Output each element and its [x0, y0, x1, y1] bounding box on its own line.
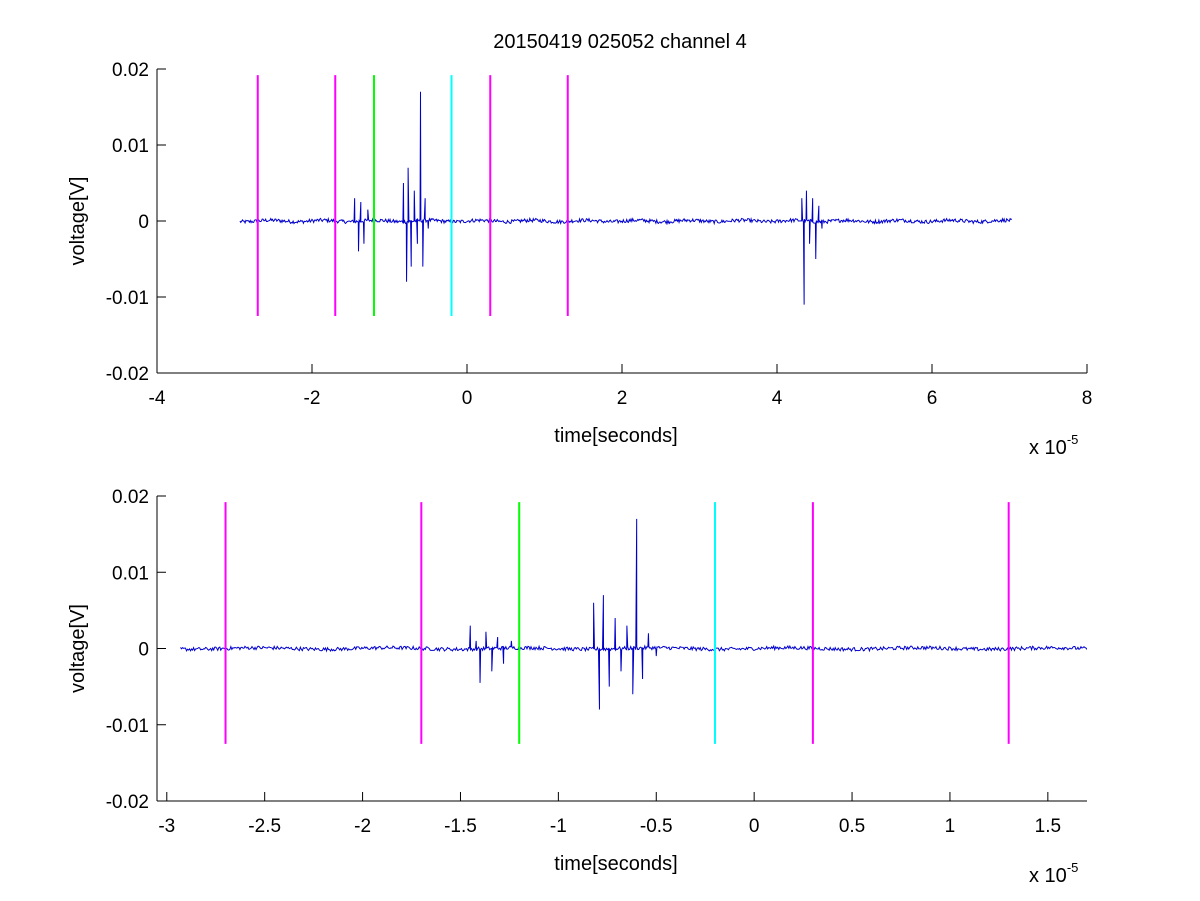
x-tick-label: -1.5 — [444, 816, 477, 837]
x-exponent-prefix: x 10 — [1029, 437, 1067, 459]
y-tick-label: 0.01 — [112, 563, 149, 584]
y-axis-label: voltage[V] — [67, 604, 89, 693]
x-tick-label: 0 — [462, 388, 473, 409]
y-axis-label: voltage[V] — [67, 177, 89, 266]
y-tick-label: -0.02 — [106, 364, 149, 385]
y-tick-label: 0 — [138, 640, 149, 661]
x-exponent-prefix: x 10 — [1029, 865, 1067, 887]
x-tick-label: -4 — [149, 388, 166, 409]
x-exponent-power: -5 — [1067, 432, 1079, 447]
y-tick-label: -0.01 — [106, 716, 149, 737]
x-tick-label: 4 — [772, 388, 783, 409]
x-tick-label: 1 — [945, 816, 956, 837]
x-exponent-power: -5 — [1067, 860, 1079, 875]
x-tick-label: -2.5 — [248, 816, 281, 837]
x-tick-label: -2 — [354, 816, 371, 837]
signal-trace — [239, 91, 1013, 305]
x-tick-label: 0.5 — [839, 816, 865, 837]
y-tick-label: -0.01 — [106, 288, 149, 309]
x-tick-label: -1 — [550, 816, 567, 837]
y-tick-label: 0.01 — [112, 136, 149, 157]
top-axes: -0.02 -0.01 0 0.01 0.02 -4 -2 0 2 4 6 8 time[seconds… — [67, 60, 1092, 459]
x-axis-label: time[seconds] — [554, 853, 677, 875]
x-tick-label: 8 — [1082, 388, 1093, 409]
x-exponent-label: x 10-5 — [1029, 860, 1078, 887]
bottom-axes: -0.02 -0.01 0 0.01 0.02 -3 -2.5 -2 -1.5 -1 -0.5 0 0.… — [67, 487, 1087, 887]
y-tick-label: -0.02 — [106, 792, 149, 813]
x-exponent-label: x 10-5 — [1029, 432, 1078, 459]
y-tick-label: 0.02 — [112, 60, 149, 81]
x-axis-label: time[seconds] — [554, 425, 677, 447]
figure-title: 20150419 025052 channel 4 — [493, 31, 747, 53]
x-tick-label: 6 — [927, 388, 938, 409]
x-tick-label: -2 — [304, 388, 321, 409]
y-tick-label: 0 — [138, 212, 149, 233]
x-tick-label: 0 — [749, 816, 760, 837]
x-tick-label: 1.5 — [1035, 816, 1061, 837]
x-tick-label: -0.5 — [640, 816, 673, 837]
y-tick-label: 0.02 — [112, 487, 149, 508]
x-tick-label: -3 — [158, 816, 175, 837]
signal-trace — [180, 518, 1087, 710]
x-tick-label: 2 — [617, 388, 628, 409]
